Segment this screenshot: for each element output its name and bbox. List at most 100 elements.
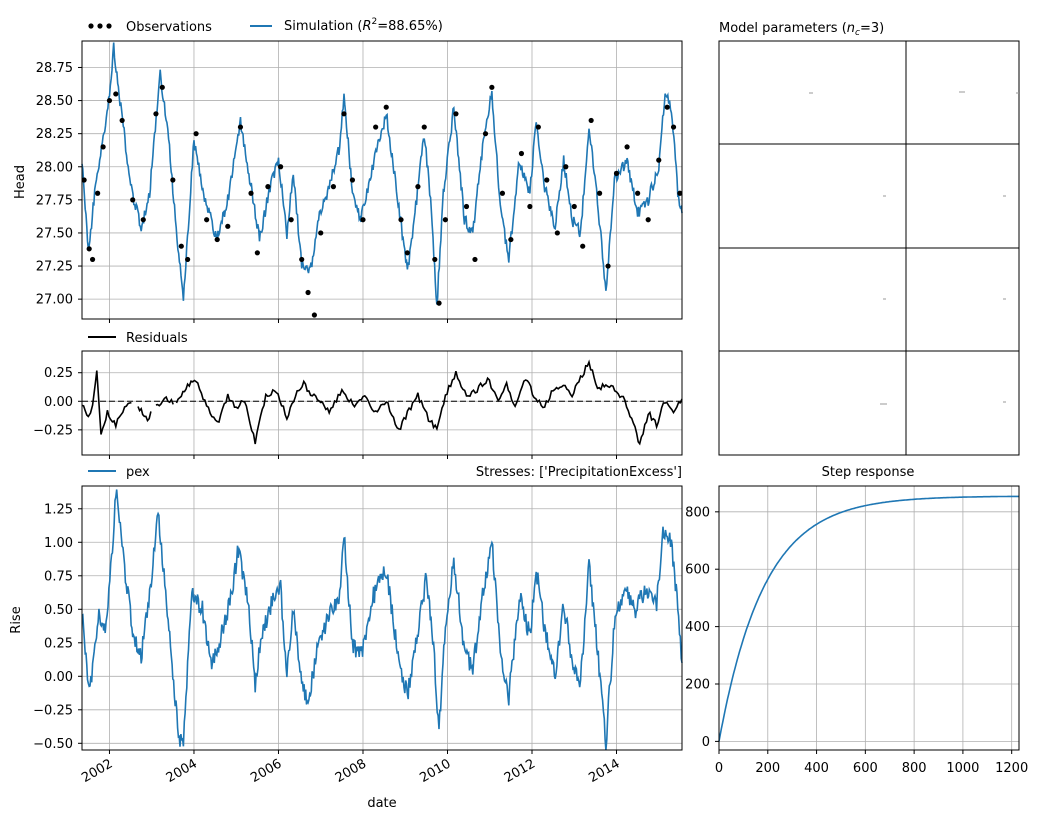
- step-response-series: [718, 495, 1019, 742]
- legend-simulation-prefix: Simulation (: [284, 19, 362, 34]
- contribution-y-tick-label: 0.75: [44, 569, 73, 584]
- observation-point: [113, 91, 119, 97]
- observation-point: [86, 246, 92, 252]
- step-x-tick-label: 800: [902, 761, 927, 776]
- observation-point: [106, 97, 113, 104]
- step-x-tick-label: 1000: [946, 761, 979, 776]
- contribution-x-ticks: 2002 2004 2006 2008 2010 2012 2014: [79, 750, 623, 786]
- pex-line: [81, 489, 683, 751]
- simulation-line: [81, 42, 683, 305]
- observation-point: [597, 190, 603, 196]
- observation-point: [635, 190, 641, 196]
- step-y-tick-label: 200: [685, 678, 710, 693]
- step-axes-frame: [718, 485, 1020, 751]
- step-y-tick-label: 600: [685, 563, 710, 578]
- legend-pex-label: pex: [126, 465, 150, 480]
- contribution-x-tick-label: 2008: [333, 756, 369, 786]
- legend-simulation-label: Simulation (R2=88.65%): [284, 17, 443, 34]
- contribution-y-tick-label: 0.50: [44, 603, 73, 618]
- observation-point: [580, 243, 586, 249]
- legend-observations-label: Observations: [126, 20, 212, 35]
- observation-point: [463, 203, 470, 210]
- step-panel: Step response 0 200 400 600 800 0 200 400 600 80…: [685, 465, 1028, 776]
- step-x-tick-label: 0: [715, 761, 723, 776]
- observation-point: [432, 256, 438, 263]
- observation-point: [288, 217, 294, 223]
- observation-point: [237, 124, 244, 130]
- head-y-tick-label: 27.75: [36, 193, 73, 208]
- observation-point: [404, 250, 410, 256]
- contribution-y-tick-label: 0.00: [44, 670, 73, 685]
- observation-point: [508, 236, 514, 243]
- observation-point: [119, 117, 125, 124]
- observation-point: [225, 223, 231, 229]
- step-x-ticks: 0 200 400 600 800 1000 1200: [715, 750, 1028, 776]
- observation-point: [204, 217, 210, 223]
- legend-observations-marker: [106, 23, 112, 29]
- observation-point: [527, 203, 533, 210]
- observation-point: [373, 124, 379, 130]
- residuals-x-ticks: [108, 455, 618, 459]
- observation-point: [318, 230, 324, 236]
- observation-point: [341, 111, 347, 117]
- head-y-ticks: 27.00 27.25 27.50 27.75 28.00 28.25 28.50 28.75: [36, 61, 82, 308]
- observation-point: [554, 230, 560, 236]
- legend-simulation-math: R: [362, 19, 371, 34]
- observation-point: [645, 217, 651, 223]
- observation-point: [442, 217, 448, 223]
- contribution-y-ticks: −0.50 −0.25 0.00 0.25 0.50 0.75 1.00 1.25: [33, 502, 82, 752]
- head-ylabel: Head: [13, 165, 28, 199]
- contribution-x-tick-label: 2014: [586, 756, 622, 786]
- observation-point: [248, 190, 254, 196]
- step-y-tick-label: 400: [685, 620, 710, 635]
- head-y-tick-label: 27.25: [36, 260, 73, 275]
- legend-residuals-label: Residuals: [126, 331, 188, 346]
- step-x-tick-label: 200: [755, 761, 780, 776]
- head-y-tick-label: 28.00: [36, 160, 73, 175]
- contribution-panel: −0.50−0.250.000.250.500.751.001.25 2002 2…: [9, 465, 683, 811]
- observation-point: [254, 250, 260, 256]
- contribution-y-tick-label: 0.25: [44, 636, 73, 651]
- observation-point: [571, 203, 577, 210]
- legend-simulation-sup: 2: [372, 17, 378, 27]
- step-y-tick-label: 800: [685, 505, 710, 520]
- residuals-y-tick-label: 0.00: [44, 395, 73, 410]
- observation-point: [472, 256, 478, 263]
- contribution-y-tick-label: 1.00: [44, 536, 73, 551]
- observation-point: [489, 84, 495, 90]
- contribution-series: [81, 489, 683, 751]
- contribution-grid: [82, 486, 682, 750]
- contribution-xlabel: date: [367, 796, 396, 811]
- residuals-axes-frame: [81, 350, 683, 456]
- head-axes-frame: [81, 40, 683, 320]
- contribution-stresses-title: Stresses: ['PrecipitationExcess']: [476, 465, 682, 480]
- contribution-legend: pex: [88, 465, 150, 480]
- head-y-tick-label: 28.75: [36, 61, 73, 76]
- observation-point: [415, 184, 421, 190]
- observation-point: [178, 243, 184, 249]
- observation-point: [499, 190, 506, 196]
- contribution-x-tick-label: 2012: [502, 756, 538, 786]
- residuals-legend: Residuals: [88, 331, 188, 346]
- observation-point: [330, 184, 337, 190]
- residuals-y-tick-label: 0.25: [44, 366, 73, 381]
- step-grid: [718, 486, 1019, 750]
- observation-point: [535, 124, 541, 130]
- residuals-line: [81, 359, 683, 446]
- observation-point: [265, 184, 271, 190]
- observation-point: [349, 177, 356, 183]
- head-observations-series: [81, 84, 683, 318]
- contribution-x-tick-label: 2010: [417, 756, 453, 786]
- observation-point: [436, 300, 442, 306]
- observation-point: [518, 150, 525, 157]
- step-title: Step response: [822, 465, 915, 480]
- observation-point: [277, 164, 284, 170]
- observation-point: [398, 217, 404, 223]
- observation-point: [100, 144, 106, 150]
- parameters-panel: Model parameters (nc=3): [718, 21, 1020, 456]
- observation-point: [383, 104, 389, 110]
- legend-observations-marker: [88, 23, 94, 29]
- head-x-ticks: [108, 319, 618, 323]
- contribution-y-tick-label: 1.25: [44, 502, 73, 517]
